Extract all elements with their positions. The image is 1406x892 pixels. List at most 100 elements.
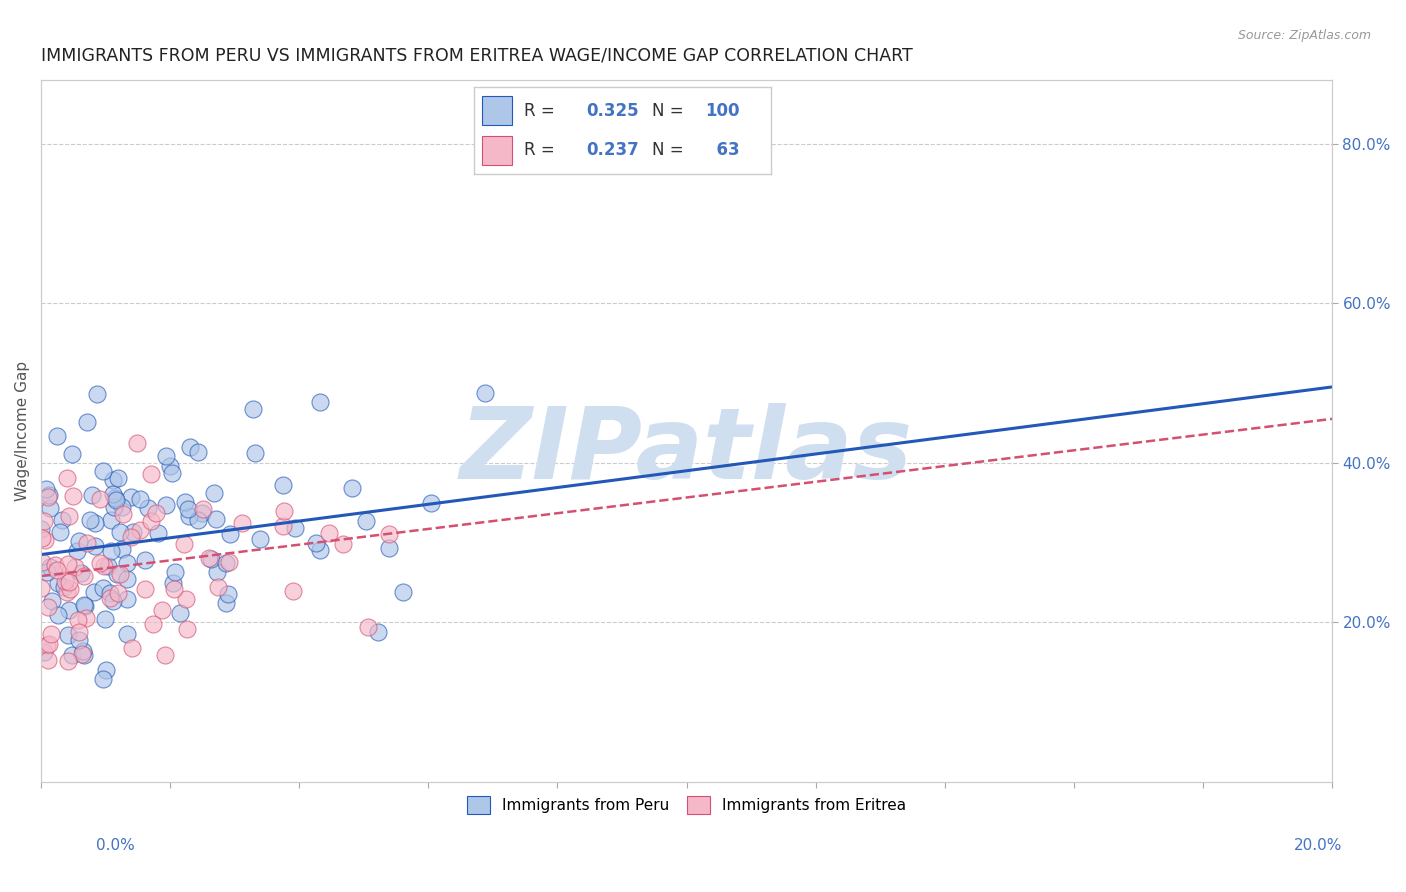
Text: Source: ZipAtlas.com: Source: ZipAtlas.com xyxy=(1237,29,1371,42)
Point xyxy=(58,602,80,616)
Point xyxy=(318,526,340,541)
Point xyxy=(115,627,138,641)
Point xyxy=(378,541,401,555)
Point xyxy=(163,565,186,579)
Point xyxy=(83,584,105,599)
Point xyxy=(357,620,380,634)
Point xyxy=(243,445,266,459)
Point xyxy=(93,558,115,573)
Point xyxy=(46,563,69,577)
Point xyxy=(205,565,228,579)
Point xyxy=(155,449,177,463)
Point xyxy=(332,537,354,551)
Point xyxy=(231,516,253,530)
Point xyxy=(308,394,330,409)
Point xyxy=(115,556,138,570)
Point xyxy=(73,648,96,662)
Point xyxy=(101,593,124,607)
Point xyxy=(93,672,115,686)
Point xyxy=(32,645,55,659)
Point xyxy=(98,586,121,600)
Point xyxy=(134,582,156,597)
Point xyxy=(179,440,201,454)
Point xyxy=(273,504,295,518)
Point xyxy=(72,644,94,658)
Point xyxy=(111,500,134,514)
Point xyxy=(31,531,53,545)
Point xyxy=(173,537,195,551)
Point xyxy=(107,471,129,485)
Point xyxy=(127,436,149,450)
Point xyxy=(141,514,163,528)
Point xyxy=(215,556,238,570)
Point xyxy=(89,556,111,570)
Point xyxy=(58,509,80,524)
Point xyxy=(60,447,83,461)
Point xyxy=(58,654,80,668)
Point xyxy=(67,533,90,548)
Point xyxy=(108,524,131,539)
Point xyxy=(120,491,142,505)
Point xyxy=(108,566,131,581)
Point xyxy=(283,584,305,599)
Point xyxy=(142,616,165,631)
Point xyxy=(56,628,79,642)
Point xyxy=(48,524,70,539)
Point xyxy=(73,599,96,614)
Point xyxy=(105,492,128,507)
Point xyxy=(103,486,125,500)
Point xyxy=(177,502,200,516)
Point xyxy=(146,526,169,541)
Text: 20.0%: 20.0% xyxy=(1295,838,1343,853)
Point xyxy=(80,488,103,502)
Point xyxy=(58,558,80,572)
Point xyxy=(98,591,121,605)
Y-axis label: Wage/Income Gap: Wage/Income Gap xyxy=(15,360,30,501)
Point xyxy=(174,592,197,607)
Point xyxy=(159,459,181,474)
Point xyxy=(39,559,62,574)
Point xyxy=(169,606,191,620)
Point xyxy=(35,482,58,496)
Point xyxy=(340,481,363,495)
Point xyxy=(84,539,107,553)
Point xyxy=(474,386,496,401)
Point xyxy=(97,559,120,574)
Point xyxy=(38,637,60,651)
Point xyxy=(176,622,198,636)
Legend: Immigrants from Peru, Immigrants from Eritrea: Immigrants from Peru, Immigrants from Er… xyxy=(461,790,912,820)
Point xyxy=(242,401,264,416)
Point xyxy=(73,598,96,612)
Point xyxy=(69,566,91,580)
Point xyxy=(155,498,177,512)
Point xyxy=(56,471,79,485)
Text: IMMIGRANTS FROM PERU VS IMMIGRANTS FROM ERITREA WAGE/INCOME GAP CORRELATION CHAR: IMMIGRANTS FROM PERU VS IMMIGRANTS FROM … xyxy=(41,46,912,64)
Point xyxy=(273,478,295,492)
Point xyxy=(134,553,156,567)
Text: ZIPatlas: ZIPatlas xyxy=(460,403,912,500)
Point xyxy=(79,513,101,527)
Point xyxy=(207,581,229,595)
Point xyxy=(141,467,163,481)
Point xyxy=(284,521,307,535)
Point xyxy=(309,543,332,558)
Point xyxy=(89,491,111,506)
Point xyxy=(191,506,214,520)
Point xyxy=(100,543,122,558)
Point xyxy=(100,513,122,527)
Point xyxy=(136,500,159,515)
Point xyxy=(31,555,53,569)
Point xyxy=(163,582,186,597)
Point xyxy=(53,580,76,594)
Point xyxy=(86,387,108,401)
Point xyxy=(162,576,184,591)
Point xyxy=(117,572,139,586)
Point xyxy=(53,574,76,589)
Point xyxy=(67,613,90,627)
Point xyxy=(101,473,124,487)
Point xyxy=(103,500,125,514)
Point xyxy=(66,543,89,558)
Point xyxy=(205,512,228,526)
Point xyxy=(419,496,441,510)
Point xyxy=(215,596,238,610)
